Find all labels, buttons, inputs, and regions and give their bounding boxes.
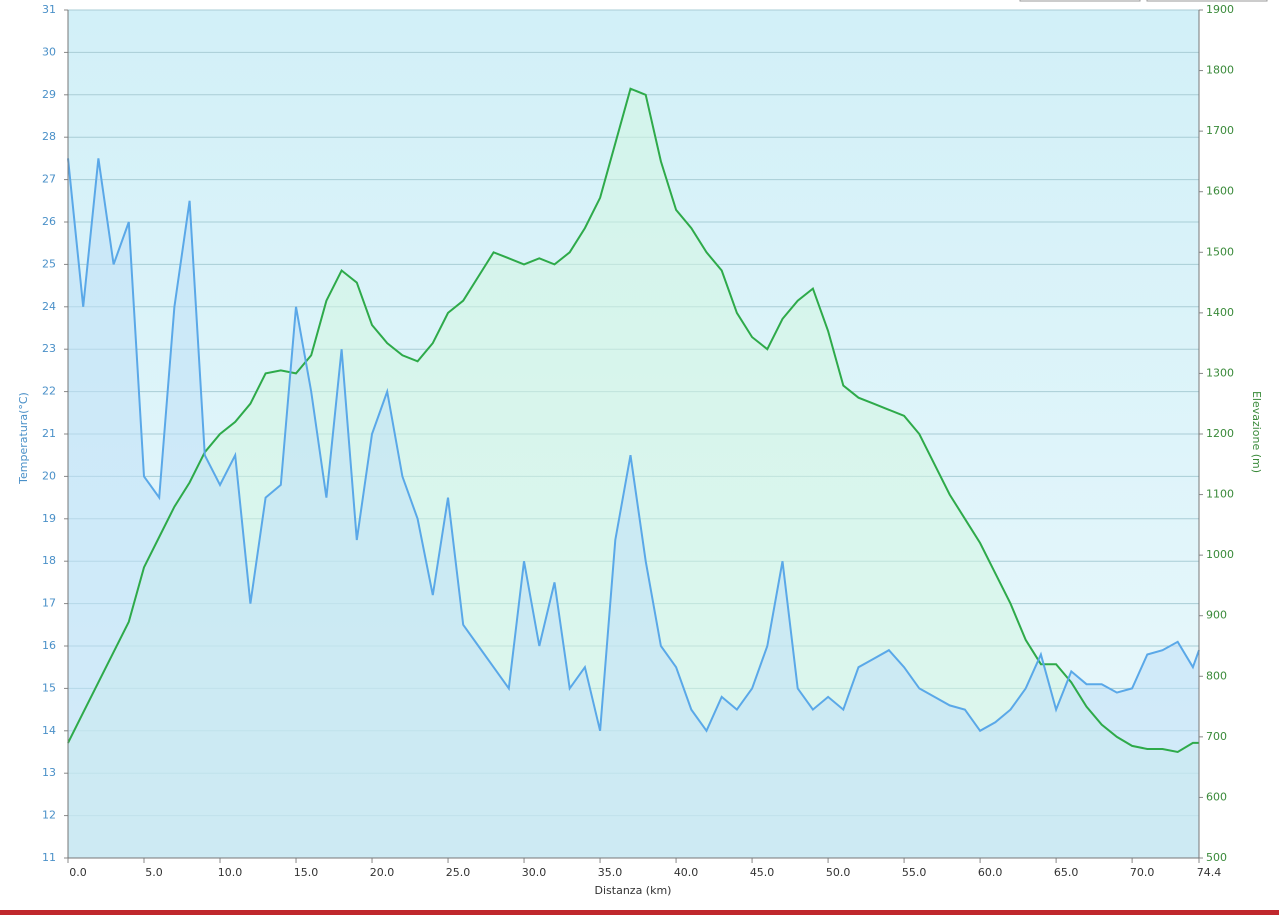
- area-fill: [68, 158, 1199, 858]
- y2-tick-label: 700: [1206, 730, 1227, 743]
- y2-tick-label: 1800: [1206, 64, 1234, 77]
- x-tick-label: 55.0: [902, 866, 927, 879]
- y-tick-label: 19: [42, 512, 56, 525]
- series-line: [67, 158, 1200, 733]
- tab: [1146, 0, 1268, 2]
- series-line: [67, 87, 1199, 754]
- y-tick-label: 27: [42, 173, 56, 186]
- y2-tick-label: 500: [1206, 851, 1227, 864]
- y-tick-label: 30: [42, 45, 56, 58]
- x-tick-label: 20.0: [370, 866, 395, 879]
- x-tick-label: 5.0: [145, 866, 163, 879]
- y2-tick-label: 1400: [1206, 306, 1234, 319]
- tab: [1019, 0, 1141, 2]
- y-axis-title: Temperatura(°C): [17, 392, 30, 485]
- y-tick-label: 22: [42, 385, 56, 398]
- y-tick-label: 16: [42, 639, 56, 652]
- x-tick-label: 45.0: [750, 866, 775, 879]
- x-tick-label: 74.4: [1197, 866, 1222, 879]
- y-tick-label: 21: [42, 427, 56, 440]
- y-tick-label: 20: [42, 469, 56, 482]
- y2-axis-title: Elevazione (m): [1250, 391, 1263, 473]
- y-tick-label: 26: [42, 215, 56, 228]
- x-tick-label: 10.0: [218, 866, 243, 879]
- y-tick-label: 24: [42, 300, 56, 313]
- y2-tick-label: 1100: [1206, 488, 1234, 501]
- y-tick-label: 25: [42, 257, 56, 270]
- y2-tick-label: 900: [1206, 609, 1227, 622]
- x-tick-label: 50.0: [826, 866, 851, 879]
- x-tick-label: 65.0: [1054, 866, 1079, 879]
- y-tick-label: 31: [42, 3, 56, 16]
- y-tick-label: 28: [42, 130, 56, 143]
- y-tick-label: 11: [42, 851, 56, 864]
- y2-tick-label: 1600: [1206, 185, 1234, 198]
- bottom-bar: [0, 910, 1279, 915]
- x-tick-label: 40.0: [674, 866, 699, 879]
- y-tick-label: 18: [42, 554, 56, 567]
- y2-tick-label: 600: [1206, 790, 1227, 803]
- x-tick-label: 25.0: [446, 866, 471, 879]
- y-tick-label: 14: [42, 724, 56, 737]
- y2-tick-label: 1700: [1206, 124, 1234, 137]
- y-tick-label: 15: [42, 681, 56, 694]
- x-axis-title: Distanza (km): [595, 884, 672, 897]
- x-tick-label: 30.0: [522, 866, 547, 879]
- y-tick-label: 29: [42, 88, 56, 101]
- y2-tick-label: 1000: [1206, 548, 1234, 561]
- y2-tick-label: 1200: [1206, 427, 1234, 440]
- y-tick-label: 23: [42, 342, 56, 355]
- x-tick-label: 0.0: [69, 866, 87, 879]
- x-tick-label: 15.0: [294, 866, 319, 879]
- y-tick-label: 13: [42, 766, 56, 779]
- x-tick-label: 70.0: [1130, 866, 1155, 879]
- y2-tick-label: 800: [1206, 669, 1227, 682]
- y2-tick-label: 1900: [1206, 3, 1234, 16]
- y-tick-label: 12: [42, 809, 56, 822]
- y-tick-label: 17: [42, 597, 56, 610]
- y2-tick-label: 1500: [1206, 245, 1234, 258]
- x-tick-label: 35.0: [598, 866, 623, 879]
- y2-tick-label: 1300: [1206, 366, 1234, 379]
- x-tick-label: 60.0: [978, 866, 1003, 879]
